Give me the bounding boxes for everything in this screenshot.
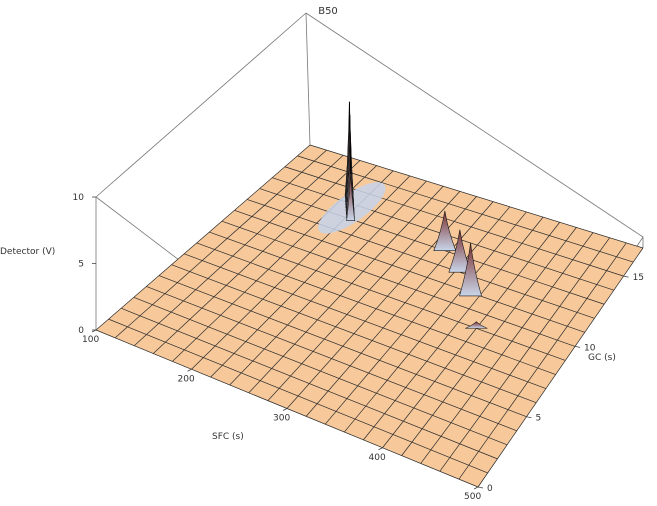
y-tick xyxy=(574,346,581,348)
mesh-line-x xyxy=(439,237,610,472)
y-tick-label: 0 xyxy=(487,484,493,494)
mesh-line-x xyxy=(133,155,344,346)
ridge-outline xyxy=(348,101,352,175)
y-tick-label: 5 xyxy=(536,414,542,424)
mesh-line-y xyxy=(309,144,644,249)
z-axis-label: Detector (V) xyxy=(0,247,55,257)
mesh-line-y xyxy=(259,188,605,305)
mesh-line-x xyxy=(210,175,411,378)
surface-peak xyxy=(433,210,457,252)
y-tick xyxy=(623,275,629,278)
z-tick-label: 0 xyxy=(78,326,84,336)
x-axis-label: SFC (s) xyxy=(212,432,244,442)
mesh-line-y xyxy=(108,318,488,474)
mesh-line-y xyxy=(297,155,634,263)
mesh-line-x xyxy=(267,191,461,401)
x-tick xyxy=(473,486,479,490)
z-tick-label: 5 xyxy=(78,260,84,270)
mesh-line-x xyxy=(382,222,561,448)
mesh-line-y xyxy=(183,253,547,389)
mesh-line-x xyxy=(477,247,644,488)
mesh-line-x xyxy=(248,185,444,394)
surface-peak xyxy=(459,242,482,297)
x-tick-label: 100 xyxy=(82,335,99,345)
mesh-line-x xyxy=(324,206,511,425)
chart-title: B50 xyxy=(318,6,338,17)
mesh-line-y xyxy=(209,231,566,361)
mesh-line-y xyxy=(284,166,624,277)
mesh-line-x xyxy=(420,232,594,464)
x-tick xyxy=(378,447,383,451)
ridge-peak xyxy=(346,174,355,221)
mesh-line-x xyxy=(305,201,494,417)
mesh-line-y xyxy=(171,264,537,403)
y-axis-label: GC (s) xyxy=(588,353,616,363)
mesh-line-y xyxy=(158,275,527,418)
mesh-line-y xyxy=(133,297,508,446)
mesh-line-x xyxy=(401,227,577,456)
surface-peaks xyxy=(318,101,488,329)
mesh-line-x xyxy=(458,242,627,480)
mesh-line-x xyxy=(229,180,427,386)
x-tick xyxy=(187,368,192,372)
x-tick-label: 300 xyxy=(273,414,290,424)
surface-peak xyxy=(465,321,488,329)
y-tick-label: 10 xyxy=(584,343,596,353)
y-tick xyxy=(526,416,532,419)
mesh-line-y xyxy=(146,286,517,432)
mesh-line-y xyxy=(196,242,556,375)
y-tick-label: 15 xyxy=(633,273,644,283)
mesh-line-x xyxy=(114,149,327,339)
y-tick xyxy=(477,486,484,489)
x-tick-label: 200 xyxy=(178,374,195,384)
mesh-line-y xyxy=(246,199,595,319)
mesh-line-y xyxy=(121,307,498,460)
mesh-line-x xyxy=(95,144,311,331)
x-tick-label: 500 xyxy=(464,492,481,502)
mesh-line-y xyxy=(234,209,585,333)
mesh-line-x xyxy=(363,216,544,441)
mesh-line-x xyxy=(344,211,527,433)
mesh-line-x xyxy=(153,160,361,354)
x-tick xyxy=(282,408,288,411)
z-tick-label: 10 xyxy=(73,193,85,203)
mesh-line-y xyxy=(221,220,576,347)
x-tick-label: 400 xyxy=(369,453,386,463)
axes: 100 200 300 400 500 0 5 10 15 0 5 10 xyxy=(73,193,644,502)
